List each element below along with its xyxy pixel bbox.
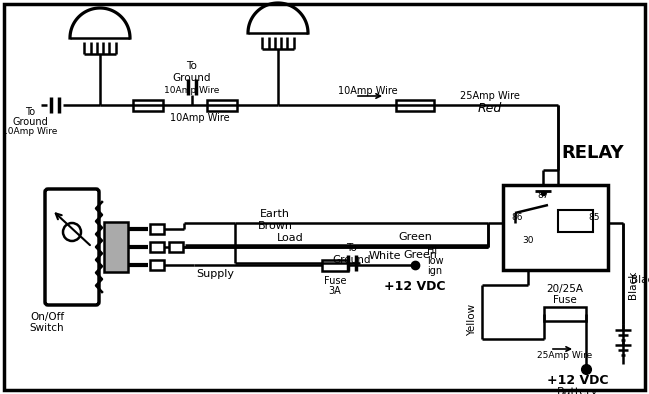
Text: Ground: Ground [333,255,371,265]
Text: 30: 30 [522,236,533,245]
Text: Black: Black [631,275,649,285]
Bar [150,224,164,234]
Text: RELAY: RELAY [561,144,624,162]
Text: 85: 85 [588,212,600,221]
Text: 10Amp Wire: 10Amp Wire [164,85,220,95]
Text: +12 VDC: +12 VDC [384,281,446,294]
Text: Earth: Earth [260,209,290,219]
Bar [150,260,164,270]
Text: 20/25A: 20/25A [546,284,583,294]
Bar [544,307,586,321]
Text: 10Amp Wire: 10Amp Wire [3,128,58,136]
Text: 25Amp Wire: 25Amp Wire [537,351,593,361]
Bar [558,210,593,232]
Bar [150,242,164,252]
Bar [133,100,163,110]
Text: Hi: Hi [427,246,437,256]
Text: Supply: Supply [196,269,234,279]
Text: 10Amp Wire: 10Amp Wire [338,86,398,96]
Text: 25Amp Wire: 25Amp Wire [460,91,520,101]
Text: Green: Green [398,232,432,242]
Bar [207,100,237,110]
Text: Green: Green [403,250,437,260]
Text: Switch: Switch [30,323,64,333]
Bar [169,242,183,252]
Text: ign: ign [427,266,442,276]
Text: To: To [25,107,35,117]
Text: low: low [427,256,444,266]
Text: 87: 87 [537,191,549,199]
Text: Brown: Brown [258,221,293,231]
Bar [503,185,608,270]
Text: To: To [347,243,358,253]
Text: Black: Black [628,271,638,299]
Bar [322,260,348,271]
Text: Yellow: Yellow [467,304,477,336]
Text: Red: Red [478,102,502,115]
FancyBboxPatch shape [45,189,99,305]
Text: White: White [369,251,401,261]
Text: 3A: 3A [328,286,341,296]
Bar [104,222,128,272]
Text: Load: Load [276,233,303,243]
Text: On/Off: On/Off [30,312,64,322]
Text: To: To [186,61,197,71]
Text: Fuse: Fuse [553,295,577,305]
Text: +12 VDC: +12 VDC [547,375,609,388]
Text: Ground: Ground [12,117,48,127]
Text: Battery: Battery [557,387,598,394]
Text: Fuse: Fuse [324,276,347,286]
Bar [396,100,434,110]
Text: Ground: Ground [173,73,212,83]
Text: 86: 86 [511,212,522,221]
Text: 10Amp Wire: 10Amp Wire [170,113,230,123]
